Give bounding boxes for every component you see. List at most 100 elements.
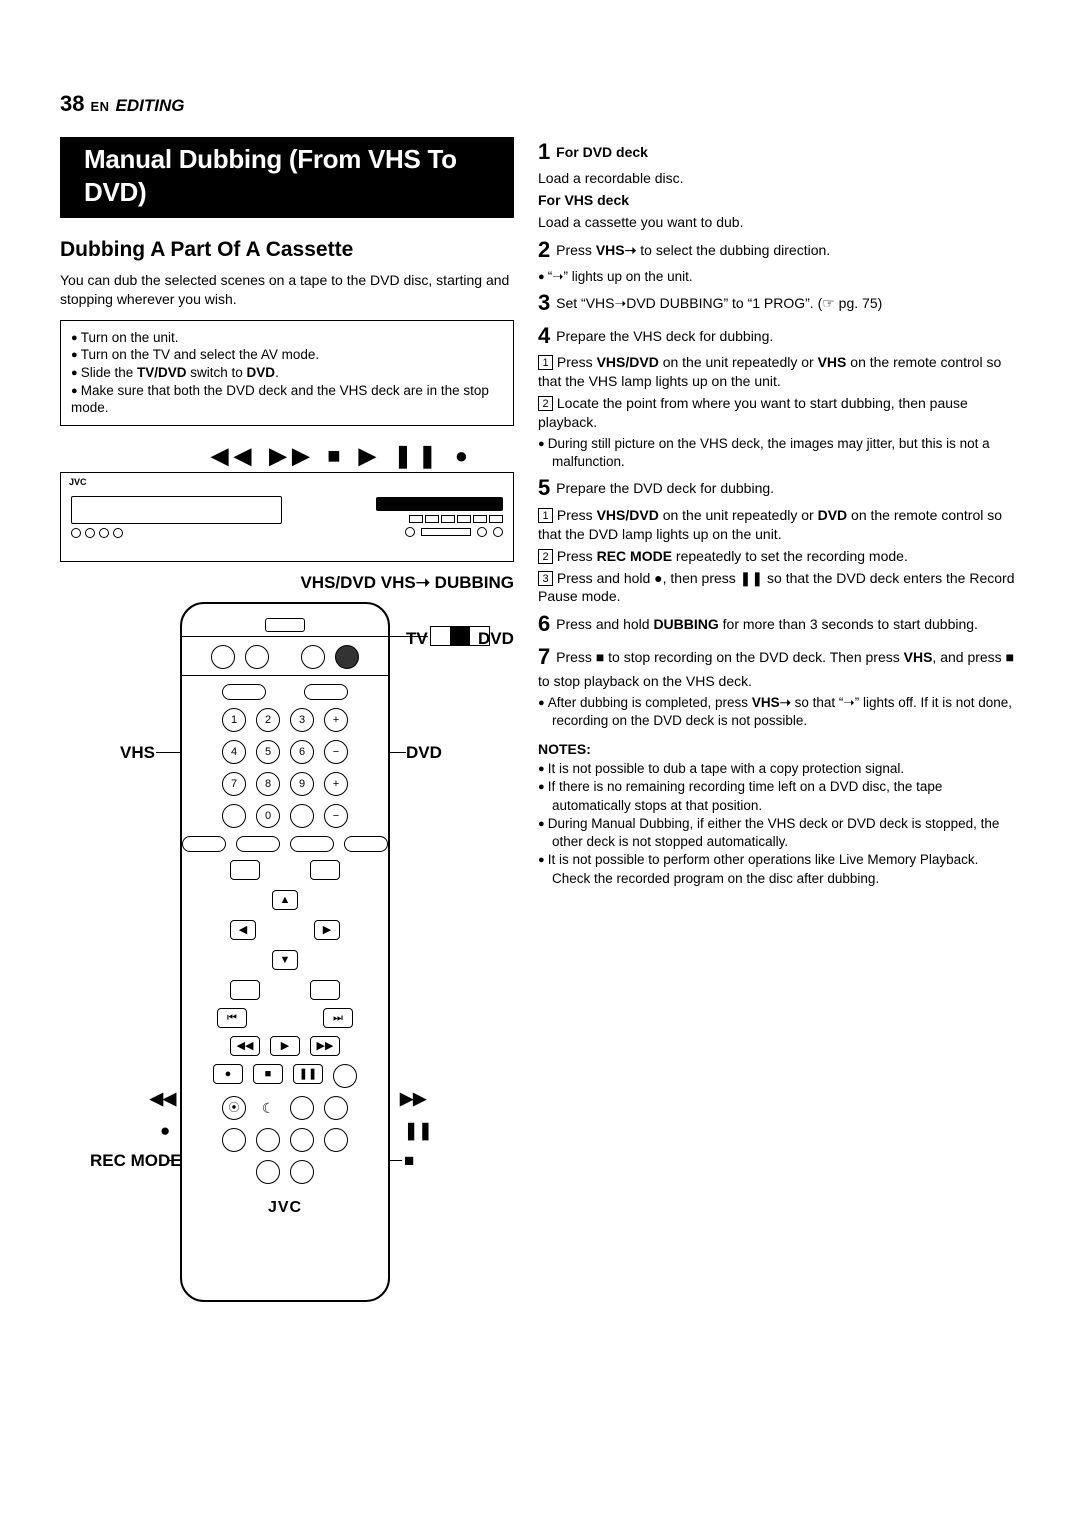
plus-button: + — [324, 708, 348, 732]
ir-window-icon — [265, 618, 305, 632]
plus-button: + — [324, 772, 348, 796]
notes-item: If there is no remaining recording time … — [538, 778, 1020, 814]
step-5-2: 2 Press REC MODE repeatedly to set the r… — [538, 547, 1020, 566]
knob-icon — [113, 528, 123, 538]
up-arrow-icon: ▲ — [272, 890, 298, 910]
notes-item: It is not possible to dub a tape with a … — [538, 760, 1020, 778]
cassette-slot-icon — [71, 496, 282, 524]
remote-button — [290, 1096, 314, 1120]
remote-button — [301, 645, 325, 669]
remote-button — [344, 836, 388, 852]
step-5-1: 1 Press VHS/DVD on the unit repeatedly o… — [538, 506, 1020, 544]
down-arrow-icon: ▼ — [272, 950, 298, 970]
intro-text: You can dub the selected scenes on a tap… — [60, 271, 514, 307]
num-2: 2 — [256, 708, 280, 732]
remote-button — [256, 1160, 280, 1184]
deck-button-icon — [473, 515, 487, 523]
dvd-button — [304, 684, 348, 700]
remote-button — [335, 645, 359, 669]
deck-symbols: ◀◀ ▶▶ ■ ▶ ❚❚ ● — [60, 442, 514, 471]
step-1-vhs-body: Load a cassette you want to dub. — [538, 213, 1020, 232]
knob-icon — [99, 528, 109, 538]
remote-button — [290, 836, 334, 852]
jvc-brand-icon: JVC — [69, 477, 87, 489]
label-vhs: VHS — [120, 742, 155, 764]
num-7: 7 — [222, 772, 246, 796]
title-banner: Manual Dubbing (From VHS To DVD) — [60, 137, 514, 219]
deck-button-icon — [425, 515, 439, 523]
minus-button: − — [324, 804, 348, 828]
play-button: ▶ — [270, 1036, 300, 1056]
remote-button — [245, 645, 269, 669]
setup-box: Turn on the unit.Turn on the TV and sele… — [60, 320, 514, 426]
notes-item: During Manual Dubbing, if either the VHS… — [538, 815, 1020, 851]
remote-button — [222, 804, 246, 828]
callout-labels: VHS/DVD VHS➝ DUBBING — [60, 572, 514, 594]
deck-button-icon — [457, 515, 471, 523]
step-7: 7 Press ■ to stop recording on the DVD d… — [538, 642, 1020, 691]
power-knob-icon — [71, 528, 81, 538]
remote-button — [310, 860, 340, 880]
setup-item: Turn on the unit. — [71, 329, 503, 347]
pause-button: ❚❚ — [293, 1064, 323, 1084]
page-header: 38 EN EDITING — [60, 90, 1020, 119]
notes-item: It is not possible to perform other oper… — [538, 851, 1020, 887]
disc-tray-icon — [421, 528, 471, 536]
recmode-button: ⦿ — [222, 1096, 246, 1120]
knob-icon — [405, 527, 415, 537]
label-rewind: ◀◀ — [150, 1088, 176, 1110]
label-tv: TV — [406, 628, 428, 650]
rec-button: ● — [213, 1064, 243, 1084]
minus-button: − — [324, 740, 348, 764]
moon-icon: ☾ — [256, 1096, 280, 1120]
stop-button: ■ — [253, 1064, 283, 1084]
remote-button — [222, 1128, 246, 1152]
remote-button — [256, 1128, 280, 1152]
label-ff: ▶▶ — [400, 1088, 426, 1110]
setup-item: Turn on the TV and select the AV mode. — [71, 346, 503, 364]
knob-icon — [477, 527, 487, 537]
remote-button — [290, 804, 314, 828]
dpad: ▲ ▼ ◀ ▶ — [230, 890, 340, 970]
right-arrow-icon: ▶ — [314, 920, 340, 940]
prev-button: ⏮ — [217, 1008, 247, 1028]
right-column: 1 For DVD deck Load a recordable disc. F… — [538, 137, 1020, 1323]
step-3: 3 Set “VHS➝DVD DUBBING” to “1 PROG”. (☞ … — [538, 288, 1020, 318]
ff-button: ▶▶ — [310, 1036, 340, 1056]
subtitle: Dubbing A Part Of A Cassette — [60, 236, 514, 263]
deck-button-icon — [489, 515, 503, 523]
label-recmode: REC MODE — [90, 1150, 182, 1172]
knob-icon — [85, 528, 95, 538]
remote-figure: VHS TV DVD DVD ◀◀ ▶▶ ● ❚❚ REC MODE ■ — [60, 602, 514, 1322]
vhs-button — [222, 684, 266, 700]
remote-button — [324, 1128, 348, 1152]
remote-button — [290, 1160, 314, 1184]
step-2: 2 Press VHS➝ to select the dubbing direc… — [538, 235, 1020, 265]
step-4: 4 Prepare the VHS deck for dubbing. — [538, 321, 1020, 351]
num-5: 5 — [256, 740, 280, 764]
deck-front-panel: JVC — [60, 472, 514, 562]
num-4: 4 — [222, 740, 246, 764]
step-6: 6 Press and hold DUBBING for more than 3… — [538, 609, 1020, 639]
step-4-note: During still picture on the VHS deck, th… — [538, 435, 1020, 471]
page-number: 38 — [60, 90, 84, 119]
step-4-2: 2 Locate the point from where you want t… — [538, 394, 1020, 432]
notes-heading: NOTES: — [538, 740, 1020, 758]
step-1-vhs-head: For VHS deck — [538, 191, 1020, 210]
knob-icon — [493, 527, 503, 537]
page-lang: EN — [90, 99, 109, 116]
tv-dvd-switch-icon — [430, 626, 490, 646]
num-3: 3 — [290, 708, 314, 732]
left-arrow-icon: ◀ — [230, 920, 256, 940]
deck-figure: ◀◀ ▶▶ ■ ▶ ❚❚ ● JVC — [60, 442, 514, 563]
setup-item: Slide the TV/DVD switch to DVD. — [71, 364, 503, 382]
page-section: EDITING — [116, 95, 185, 117]
step-1-dvd-body: Load a recordable disc. — [538, 169, 1020, 188]
label-stop: ■ — [404, 1150, 414, 1172]
step-1-dvd: 1 For DVD deck — [538, 137, 1020, 167]
notes-list: It is not possible to dub a tape with a … — [538, 760, 1020, 888]
num-8: 8 — [256, 772, 280, 796]
jvc-logo-icon: JVC — [182, 1198, 388, 1219]
remote-button — [310, 980, 340, 1000]
left-column: Manual Dubbing (From VHS To DVD) Dubbing… — [60, 137, 514, 1323]
